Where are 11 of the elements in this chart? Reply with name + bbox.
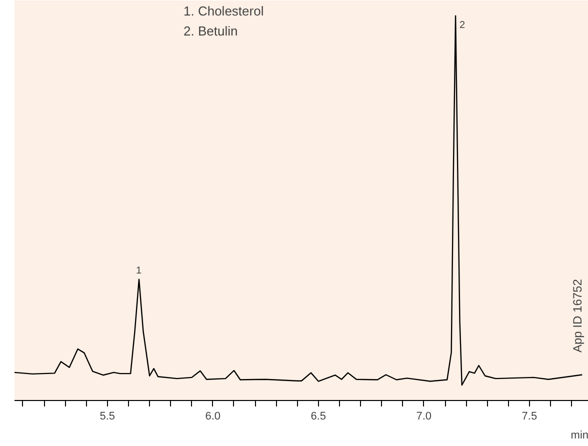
x-axis-title: min: [570, 430, 588, 442]
annotation: 1. Cholesterol: [184, 4, 264, 18]
annotation: 2: [460, 20, 466, 31]
x-tick-label: 7.5: [522, 410, 538, 422]
x-tick-label: 7.0: [416, 410, 432, 422]
x-tick-label: 6.5: [310, 410, 326, 422]
x-tick-label: 5.5: [100, 410, 116, 422]
annotation: App ID 16752: [570, 278, 584, 352]
annotation: 1: [136, 265, 142, 276]
annotation: 2. Betulin: [184, 24, 238, 38]
x-tick-label: 6.0: [205, 410, 221, 422]
